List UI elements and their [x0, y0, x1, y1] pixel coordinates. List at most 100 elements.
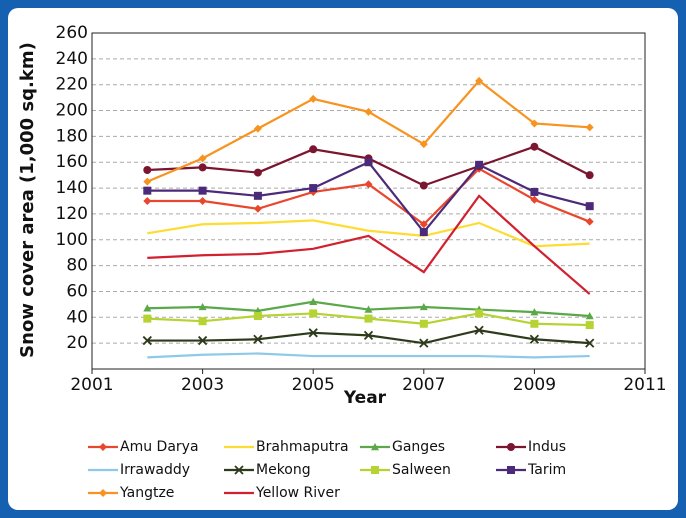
- legend-label: Yangtze: [119, 485, 174, 501]
- point: [253, 168, 262, 177]
- point: [253, 312, 262, 321]
- y-tick-label: 120: [56, 204, 88, 224]
- panel: [8, 8, 678, 510]
- y-tick-label: 60: [66, 281, 88, 301]
- point: [309, 297, 318, 305]
- point: [309, 184, 318, 193]
- series-line: [147, 352, 590, 359]
- point: [419, 319, 428, 328]
- legend-marker: [234, 465, 244, 475]
- point: [198, 302, 207, 311]
- point: [364, 180, 373, 189]
- point: [585, 202, 594, 211]
- point: [530, 308, 539, 316]
- point: [309, 94, 318, 103]
- series-line: [147, 219, 590, 248]
- point: [143, 314, 152, 323]
- legend-label: Ganges: [392, 439, 445, 455]
- point: [198, 163, 207, 172]
- legend-marker: [99, 443, 107, 451]
- y-tick-label: 220: [56, 75, 88, 95]
- point: [308, 328, 318, 338]
- point: [198, 197, 207, 205]
- legend-marker: [371, 443, 379, 451]
- x-tick-label: 2005: [292, 375, 335, 395]
- point: [198, 186, 207, 195]
- point: [363, 330, 374, 341]
- point: [198, 154, 207, 163]
- point: [530, 195, 539, 204]
- point: [530, 187, 539, 196]
- point: [364, 314, 373, 323]
- point: [419, 228, 428, 237]
- point: [585, 321, 594, 330]
- point: [253, 334, 263, 344]
- point: [142, 335, 152, 346]
- x-axis-title: Year: [343, 388, 387, 408]
- legend-label: Mekong: [256, 462, 311, 478]
- x-tick-label: 2011: [623, 375, 666, 395]
- point: [419, 302, 428, 311]
- point: [143, 165, 152, 174]
- x-tick-label: 2009: [513, 375, 556, 395]
- y-tick-label: 20: [66, 333, 88, 353]
- y-tick-label: 180: [56, 126, 88, 146]
- y-tick-label: 40: [66, 307, 88, 327]
- point: [529, 334, 540, 344]
- series-line: [147, 194, 591, 295]
- point: [309, 309, 318, 318]
- point: [475, 76, 484, 85]
- point: [143, 304, 152, 312]
- point: [419, 220, 428, 229]
- point: [143, 186, 152, 195]
- legend-marker: [99, 489, 107, 497]
- y-tick-label: 240: [56, 49, 88, 69]
- legend-label: Yellow River: [255, 485, 340, 501]
- legend-label: Brahmaputra: [256, 439, 349, 455]
- point: [474, 325, 484, 335]
- point: [530, 319, 539, 328]
- legend-marker: [507, 466, 515, 474]
- point: [585, 312, 594, 320]
- y-tick-label: 140: [56, 178, 88, 198]
- point: [198, 317, 207, 326]
- point: [530, 142, 539, 151]
- legend-label: Indus: [528, 439, 566, 455]
- point: [475, 309, 484, 318]
- point: [309, 145, 318, 154]
- point: [585, 217, 594, 226]
- point: [419, 338, 429, 348]
- point: [585, 338, 595, 348]
- point: [253, 124, 262, 133]
- legend-label: Salween: [392, 462, 451, 478]
- point: [364, 107, 373, 116]
- point: [253, 191, 262, 200]
- plot-border: [91, 32, 646, 370]
- point: [585, 123, 594, 132]
- legend-label: Amu Darya: [120, 439, 199, 455]
- point: [585, 171, 594, 180]
- point: [197, 335, 208, 346]
- point: [419, 181, 428, 190]
- point: [530, 119, 539, 128]
- legend-marker: [507, 443, 515, 451]
- legend-marker: [371, 466, 379, 474]
- x-tick-label: 2007: [402, 375, 445, 395]
- legend-label: Tarim: [527, 462, 566, 478]
- y-tick-label: 200: [56, 101, 88, 121]
- y-tick-label: 100: [56, 230, 88, 250]
- point: [364, 158, 373, 167]
- point: [143, 177, 152, 186]
- x-tick-label: 2001: [70, 375, 113, 395]
- point: [419, 140, 428, 149]
- legend-label: Irrawaddy: [120, 462, 190, 478]
- y-tick-label: 80: [66, 256, 88, 276]
- point: [475, 160, 484, 169]
- y-axis-title: Snow cover area (1,000 sq.km): [17, 42, 38, 358]
- point: [143, 197, 152, 205]
- point: [364, 305, 373, 313]
- y-tick-label: 160: [56, 152, 88, 172]
- y-tick-label: 260: [56, 23, 88, 43]
- point: [253, 204, 262, 213]
